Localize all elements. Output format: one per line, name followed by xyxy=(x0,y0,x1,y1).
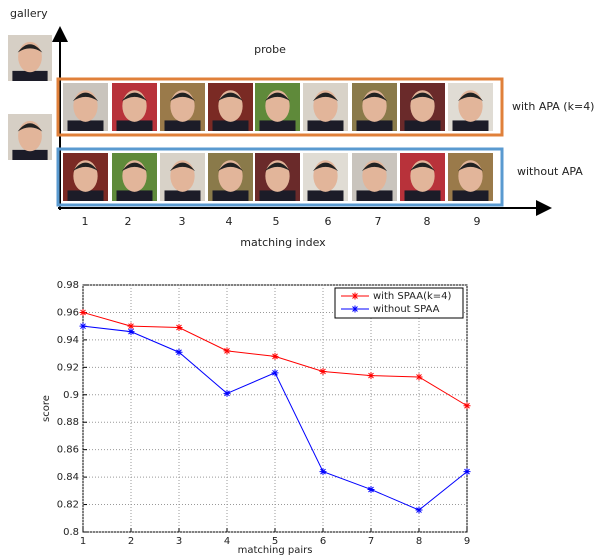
face-image xyxy=(160,83,205,131)
point xyxy=(128,328,135,335)
suit xyxy=(405,190,441,201)
x-tick-label: 7 xyxy=(368,536,374,547)
suit xyxy=(453,120,489,131)
suit xyxy=(260,190,296,201)
suit xyxy=(213,120,249,131)
figure: gallery probe with APA (k=4) without APA… xyxy=(0,0,594,559)
point xyxy=(368,486,375,493)
face-image xyxy=(112,153,157,201)
face-image xyxy=(448,83,493,131)
suit xyxy=(12,71,47,81)
suit xyxy=(308,120,344,131)
x-tick-label: 8 xyxy=(416,536,422,547)
point xyxy=(272,353,279,360)
x-tick-label: 6 xyxy=(320,536,326,547)
point xyxy=(416,373,423,380)
y-tick-label: 0.82 xyxy=(57,500,79,511)
point xyxy=(320,368,327,375)
point xyxy=(464,468,471,475)
face-images xyxy=(8,35,493,201)
face-image xyxy=(112,83,157,131)
y-axis-label: score xyxy=(41,395,52,422)
y-tick-label: 0.88 xyxy=(57,417,79,428)
suit xyxy=(68,190,104,201)
point xyxy=(224,390,231,397)
point xyxy=(80,309,87,316)
suit xyxy=(357,190,393,201)
face-image xyxy=(400,83,445,131)
suit xyxy=(213,190,249,201)
y-tick-label: 0.86 xyxy=(57,445,79,456)
index-label: 1 xyxy=(82,215,89,228)
face-image xyxy=(63,83,108,131)
y-tick-label: 0.9 xyxy=(63,390,79,401)
x-axis-label: matching index xyxy=(240,236,326,249)
legend-label: with SPAA(k=4) xyxy=(373,291,452,302)
row-label: without APA xyxy=(517,165,583,178)
point xyxy=(176,324,183,331)
face-image xyxy=(160,153,205,201)
x-tick-label: 1 xyxy=(80,536,86,547)
index-label: 3 xyxy=(179,215,186,228)
face-image xyxy=(303,83,348,131)
suit xyxy=(117,190,153,201)
point xyxy=(272,369,279,376)
suit xyxy=(405,120,441,131)
gallery-label: gallery xyxy=(10,7,48,20)
probe-label: probe xyxy=(254,43,286,56)
x-tick-label: 3 xyxy=(176,536,182,547)
face-image xyxy=(303,153,348,201)
suit xyxy=(165,120,201,131)
suit xyxy=(68,120,104,131)
face-image xyxy=(352,153,397,201)
index-label: 5 xyxy=(273,215,280,228)
legend-marker xyxy=(352,306,359,313)
suit xyxy=(165,190,201,201)
chart: 0.8 0.82 0.84 0.86 0.88 0.9 0.92 0.94 0.96 0.98 1 2… xyxy=(41,280,471,556)
legend-marker xyxy=(352,293,359,300)
face-image xyxy=(255,83,300,131)
x-tick-label: 2 xyxy=(128,536,134,547)
index-label: 4 xyxy=(226,215,233,228)
y-tick-label: 0.8 xyxy=(63,527,79,538)
point xyxy=(320,468,327,475)
y-tick-label: 0.94 xyxy=(57,335,79,346)
y-tick-label: 0.96 xyxy=(57,307,79,318)
index-label: 9 xyxy=(474,215,481,228)
face-image xyxy=(255,153,300,201)
index-label: 6 xyxy=(325,215,332,228)
face-image xyxy=(352,83,397,131)
face-image xyxy=(63,153,108,201)
x-tick-label: 4 xyxy=(224,536,230,547)
face-image xyxy=(8,35,52,81)
legend-label: without SPAA xyxy=(373,304,440,315)
x-axis-label: matching pairs xyxy=(238,545,313,556)
y-tick-label: 0.84 xyxy=(57,472,79,483)
suit xyxy=(453,190,489,201)
point xyxy=(80,323,87,330)
row-label: with APA (k=4) xyxy=(512,100,594,113)
suit xyxy=(260,120,296,131)
face-image xyxy=(208,83,253,131)
face-image xyxy=(208,153,253,201)
point xyxy=(464,402,471,409)
index-label: 8 xyxy=(424,215,431,228)
face-image xyxy=(400,153,445,201)
point xyxy=(224,347,231,354)
suit xyxy=(12,150,47,160)
suit xyxy=(117,120,153,131)
y-tick-label: 0.98 xyxy=(57,280,79,291)
suit xyxy=(308,190,344,201)
y-tick-label: 0.92 xyxy=(57,362,79,373)
face-image xyxy=(448,153,493,201)
point xyxy=(176,349,183,356)
point xyxy=(368,372,375,379)
index-label: 2 xyxy=(125,215,132,228)
point xyxy=(416,507,423,514)
x-tick-label: 9 xyxy=(464,536,470,547)
face-image xyxy=(8,114,52,160)
suit xyxy=(357,120,393,131)
index-label: 7 xyxy=(375,215,382,228)
